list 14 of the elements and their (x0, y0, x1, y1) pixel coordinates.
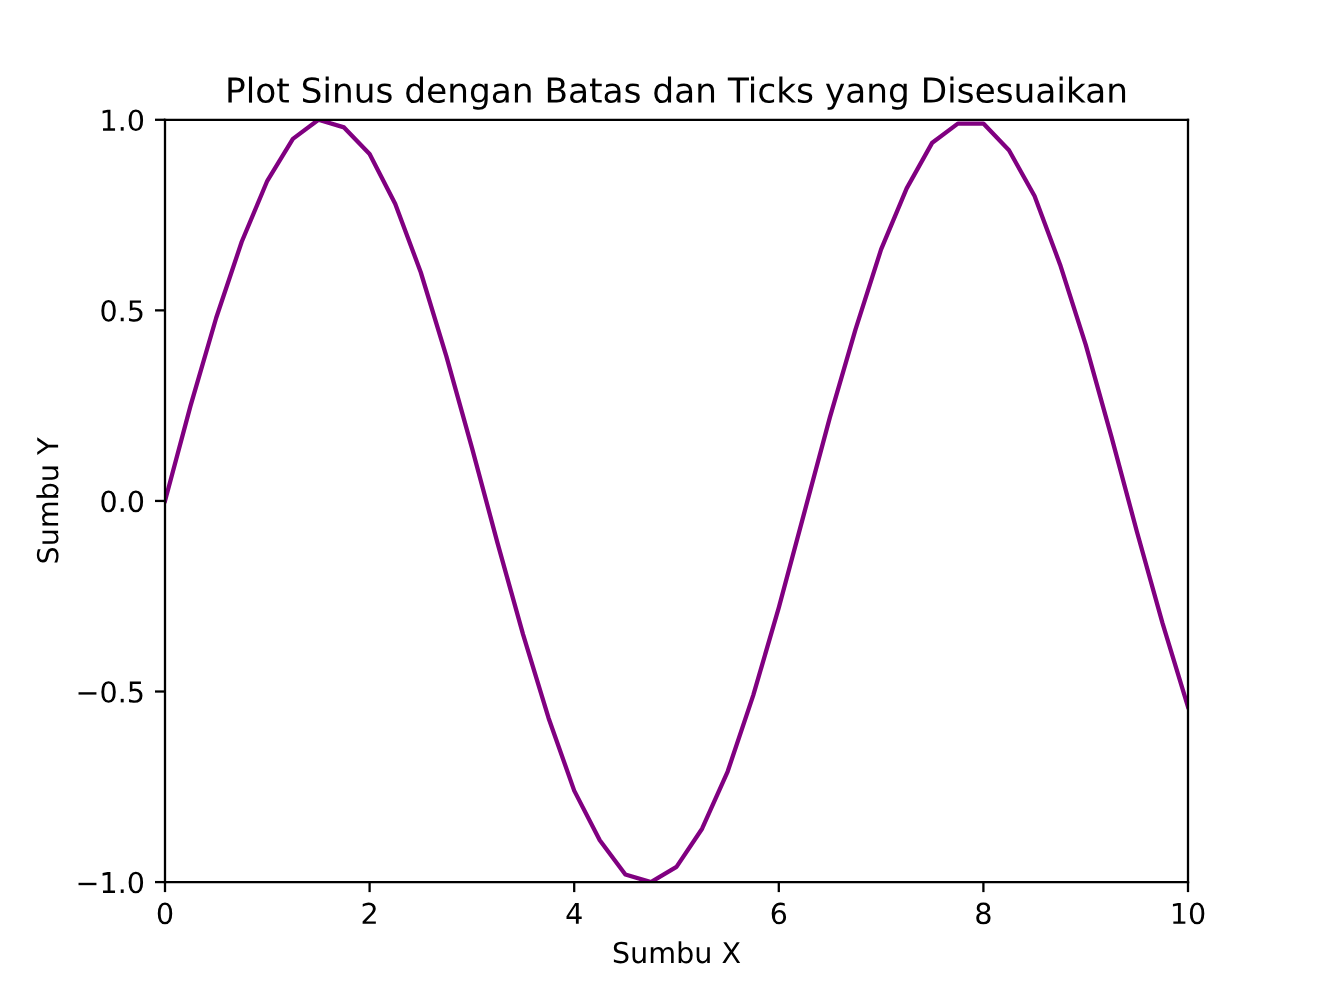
y-tick-label: −0.5 (78, 681, 143, 703)
chart-title: Plot Sinus dengan Batas dan Ticks yang Disesuaikan (228, 76, 1126, 110)
x-tick-label: 4 (566, 903, 582, 924)
y-axis-title: Sumbu Y (36, 437, 59, 563)
y-tick-label: 0.0 (101, 490, 144, 513)
x-axis-title: Sumbu X (613, 941, 741, 964)
x-tick-label: 6 (771, 902, 787, 925)
y-tick-label: 1.0 (102, 109, 144, 132)
y-tick-label: 0.5 (101, 300, 143, 322)
x-tick-label: 8 (976, 902, 991, 925)
x-tick-label: 10 (1172, 902, 1205, 925)
y-tick-label: −1.0 (78, 871, 144, 894)
x-tick-label: 0 (157, 902, 173, 925)
x-tick-label: 2 (362, 902, 376, 924)
